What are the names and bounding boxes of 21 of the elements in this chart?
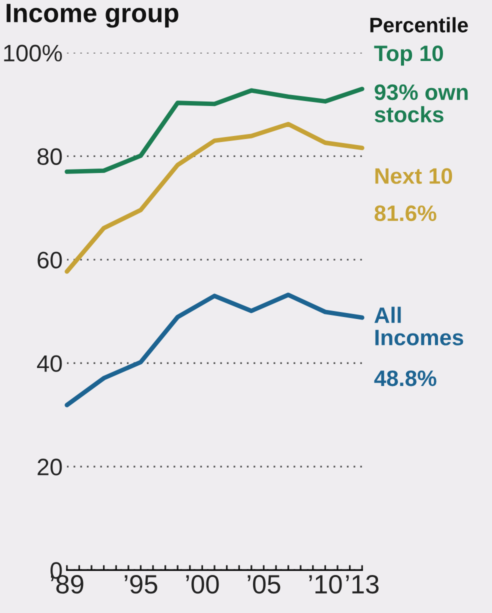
series-label: All Incomes (374, 306, 464, 346)
x-tick-label: ’13 (346, 574, 379, 594)
line-series (64, 292, 364, 408)
line-series (64, 122, 364, 274)
x-tick-label: ’10 (309, 574, 342, 594)
y-tick-label: 40 (37, 355, 62, 372)
y-tick-label: 100% (4, 44, 62, 62)
x-tick-label: ’00 (186, 574, 219, 594)
line-series (64, 86, 364, 174)
x-tick-label: ’95 (124, 574, 158, 594)
series-label: Next 10 (375, 168, 452, 184)
y-tick-label: 80 (38, 148, 62, 165)
text: 93% own stocks (374, 84, 468, 122)
x-tick-label: ’05 (248, 574, 280, 594)
series-label: Top 10 (374, 46, 443, 66)
text: 48.8% (374, 370, 436, 386)
y-tick-label: 20 (38, 458, 62, 476)
text: 81.6% (374, 205, 436, 222)
chart-title: Income group (6, 4, 178, 28)
legend-title: Percentile (370, 17, 468, 32)
y-tick-label: 60 (38, 252, 62, 268)
